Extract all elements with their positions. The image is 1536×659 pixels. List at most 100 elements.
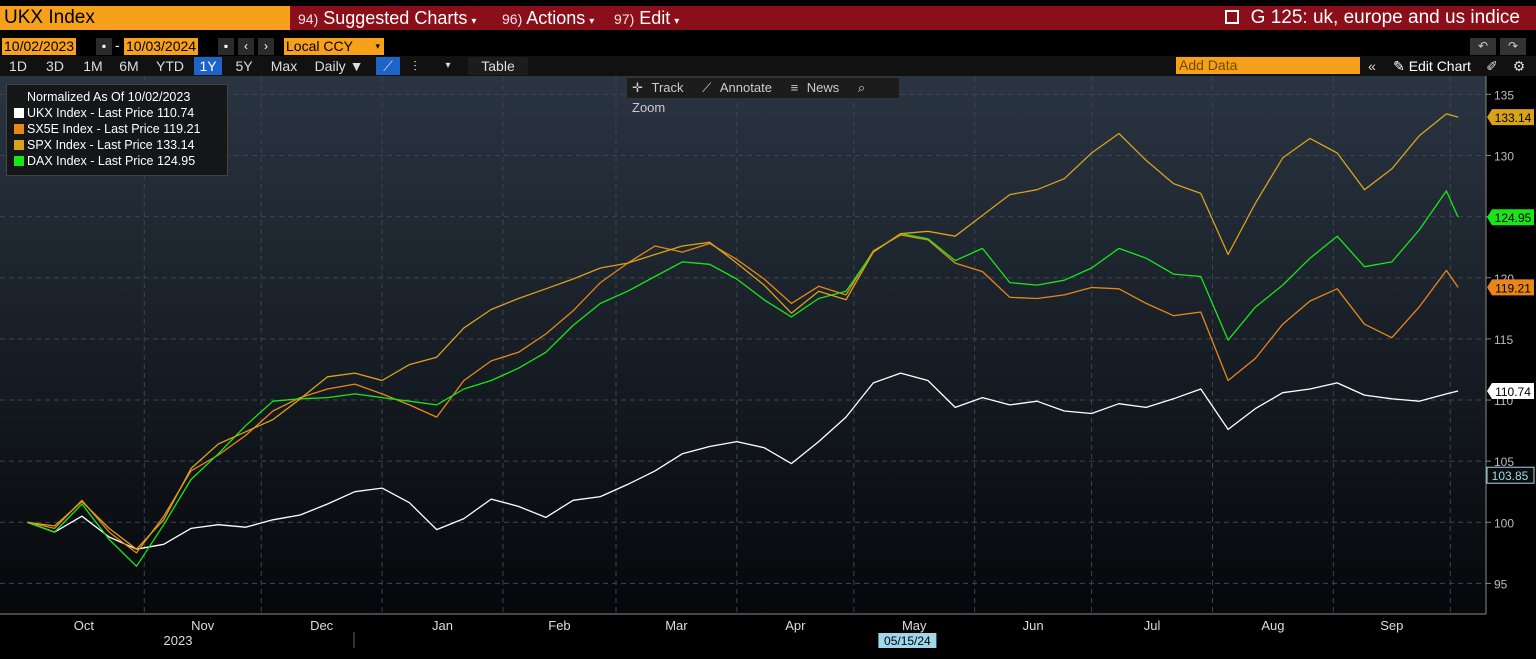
news-tool[interactable]: ≡ News bbox=[790, 80, 840, 95]
period-1m[interactable]: 1M bbox=[83, 58, 103, 74]
legend-value: 110.74 bbox=[156, 106, 195, 120]
pencil-icon: ✎ bbox=[1393, 58, 1405, 74]
period-3d[interactable]: 3D bbox=[46, 58, 64, 74]
annotate-edit-icon[interactable]: ✐ bbox=[1486, 58, 1498, 74]
crosshair-value-text: 103.85 bbox=[1492, 469, 1529, 483]
chevron-down-icon: ▾ bbox=[375, 41, 380, 51]
track-tool[interactable]: ✛ Track bbox=[632, 80, 684, 95]
period-1d[interactable]: 1D bbox=[9, 58, 27, 74]
start-date-field[interactable]: 10/02/2023 bbox=[2, 38, 77, 55]
chart-legend[interactable]: Normalized As Of 10/02/2023 UKX Index - … bbox=[6, 84, 228, 176]
security-field[interactable]: UKX Index bbox=[0, 6, 290, 30]
x-tick-label: Jul bbox=[1144, 618, 1161, 633]
calendar-icon[interactable]: ▪ bbox=[96, 38, 112, 55]
period-6m[interactable]: 6M bbox=[119, 58, 139, 74]
x-year-label: 2023 bbox=[164, 633, 193, 648]
gear-icon[interactable]: ⚙ bbox=[1512, 58, 1526, 74]
edit-menu[interactable]: 97) Edit ▾ bbox=[614, 6, 679, 30]
period-1y[interactable]: 1Y bbox=[194, 57, 222, 75]
dax-last-badge-text: 124.95 bbox=[1495, 211, 1532, 225]
frequency-select[interactable]: Daily ▼ bbox=[314, 58, 364, 74]
y-tick-label: 105 bbox=[1494, 455, 1514, 469]
currency-value: Local CCY bbox=[286, 38, 353, 54]
end-date-field[interactable]: 10/03/2024 bbox=[124, 38, 199, 55]
x-tick-label: Apr bbox=[785, 618, 806, 633]
series-line-spx[interactable] bbox=[27, 113, 1459, 550]
sx5e-last-badge-text: 119.21 bbox=[1495, 281, 1531, 295]
legend-swatch bbox=[14, 140, 24, 150]
legend-item-ukx[interactable]: UKX Index - Last Price 110.74 bbox=[7, 105, 227, 121]
y-tick-label: 95 bbox=[1494, 577, 1508, 591]
x-tick-label: Aug bbox=[1261, 618, 1284, 633]
annotate-tool[interactable]: ⟋ Annotate bbox=[702, 80, 772, 95]
ukx-last-badge bbox=[1487, 382, 1534, 399]
calendar-icon[interactable]: ▪ bbox=[218, 38, 234, 55]
menu-label: Actions bbox=[526, 8, 586, 28]
series-line-ukx[interactable] bbox=[27, 372, 1459, 550]
line-chart-icon[interactable]: ⟋ bbox=[376, 57, 400, 75]
legend-item-dax[interactable]: DAX Index - Last Price 124.95 bbox=[7, 153, 227, 169]
x-tick-label: Dec bbox=[310, 618, 334, 633]
sx5e-last-badge bbox=[1487, 279, 1534, 296]
chart-canvas[interactable]: 95100105110115120125130135 OctNovDecJanF… bbox=[0, 76, 1536, 652]
bar-style-icon[interactable]: ⫶ bbox=[413, 58, 417, 74]
x-tick-label: Jun bbox=[1023, 618, 1044, 633]
collapse-icon[interactable]: « bbox=[1368, 58, 1376, 74]
add-data-input[interactable]: Add Data bbox=[1176, 57, 1360, 74]
crosshair-date-text: 05/15/24 bbox=[884, 634, 931, 648]
menu-label: Edit bbox=[639, 8, 671, 28]
dax-last-badge bbox=[1487, 209, 1534, 226]
prev-arrow-icon[interactable]: ‹ bbox=[238, 38, 254, 55]
menu-number: 97) bbox=[614, 11, 635, 27]
legend-item-sx5e[interactable]: SX5E Index - Last Price 119.21 bbox=[7, 121, 227, 137]
x-tick-label: May bbox=[902, 618, 927, 633]
period-ytd[interactable]: YTD bbox=[156, 58, 184, 74]
edit-chart-label: Edit Chart bbox=[1408, 58, 1471, 74]
series-line-dax[interactable] bbox=[27, 190, 1459, 567]
news-label: News bbox=[806, 80, 840, 95]
legend-label: DAX Index - Last Price bbox=[27, 154, 154, 168]
undo-icon[interactable]: ↶ bbox=[1470, 38, 1496, 55]
zoom-label: Zoom bbox=[632, 100, 666, 115]
x-tick-label: Sep bbox=[1380, 618, 1403, 633]
y-tick-label: 100 bbox=[1494, 516, 1514, 530]
more-dropdown-icon[interactable]: ▾ bbox=[445, 60, 451, 71]
legend-swatch bbox=[14, 108, 24, 118]
x-tick-label: Feb bbox=[548, 618, 570, 633]
x-tick-label: Mar bbox=[665, 618, 688, 633]
actions-menu[interactable]: 96) Actions ▾ bbox=[502, 6, 594, 30]
track-label: Track bbox=[651, 80, 684, 95]
redo-icon[interactable]: ↷ bbox=[1500, 38, 1526, 55]
chevron-down-icon: ▾ bbox=[589, 16, 595, 27]
y-tick-label: 115 bbox=[1494, 333, 1513, 347]
chevron-down-icon: ▾ bbox=[674, 16, 680, 27]
zoom-tool[interactable]: ⌕ Zoom bbox=[632, 80, 866, 115]
plot-background bbox=[0, 76, 1486, 614]
currency-select[interactable]: Local CCY ▾ bbox=[284, 38, 384, 55]
table-button[interactable]: Table bbox=[468, 57, 528, 75]
spx-last-badge-text: 133.14 bbox=[1495, 111, 1532, 125]
bottom-strip bbox=[0, 650, 1536, 659]
legend-swatch bbox=[14, 156, 24, 166]
x-tick-label: Oct bbox=[74, 618, 95, 633]
suggested-charts-menu[interactable]: 94) Suggested Charts ▾ bbox=[298, 6, 476, 30]
crosshair-date-badge bbox=[878, 633, 937, 648]
legend-value: 124.95 bbox=[156, 154, 196, 168]
menu-label: Suggested Charts bbox=[323, 8, 468, 28]
screen-title-text: G 125: uk, europe and us indice bbox=[1250, 7, 1520, 28]
y-tick-label: 130 bbox=[1494, 149, 1514, 163]
menu-number: 96) bbox=[502, 11, 523, 27]
x-tick-label: Nov bbox=[191, 618, 215, 633]
legend-item-spx[interactable]: SPX Index - Last Price 133.14 bbox=[7, 137, 227, 153]
series-line-sx5e[interactable] bbox=[27, 234, 1459, 554]
period-5y[interactable]: 5Y bbox=[235, 58, 253, 74]
y-tick-label: 135 bbox=[1494, 88, 1514, 102]
chevron-down-icon: ▾ bbox=[471, 16, 477, 27]
screen-title[interactable]: G 125: uk, europe and us indice bbox=[1224, 6, 1520, 30]
edit-chart-button[interactable]: ✎ Edit Chart bbox=[1388, 57, 1476, 75]
next-arrow-icon[interactable]: › bbox=[258, 38, 274, 55]
period-max[interactable]: Max bbox=[270, 58, 298, 74]
x-tick-label: Jan bbox=[432, 618, 453, 633]
external-link-icon bbox=[1224, 10, 1239, 24]
top-strip bbox=[0, 0, 1536, 6]
